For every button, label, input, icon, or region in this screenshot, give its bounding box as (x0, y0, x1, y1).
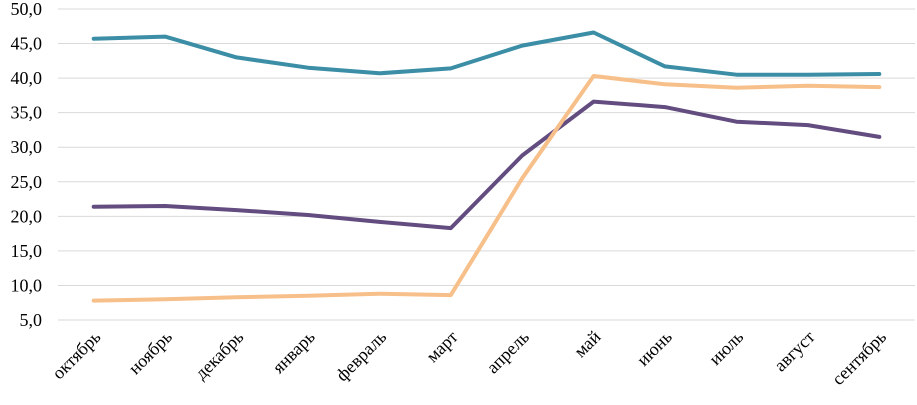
y-tick-label: 15,0 (11, 241, 43, 261)
y-tick-label: 35,0 (11, 103, 43, 123)
gridlines (58, 8, 915, 321)
x-tick-label: февраль (332, 327, 390, 385)
x-axis-tick-labels: октябрь ноябрь декабрь январь февраль март апр… (48, 326, 890, 389)
x-tick-label: июль (705, 327, 747, 369)
y-axis-tick-labels: 5,0 10,0 15,0 20,0 25,0 30,0 35,0 40,0 45,0 50,0 (11, 0, 43, 330)
series-lines (91, 30, 882, 303)
y-tick-label: 45,0 (11, 34, 43, 54)
x-tick-label: май (570, 326, 605, 361)
x-tick-label: январь (268, 327, 318, 377)
x-tick-label: август (770, 327, 819, 376)
y-tick-label: 50,0 (11, 0, 43, 19)
x-tick-label: сентябрь (828, 327, 890, 389)
y-tick-label: 40,0 (11, 68, 43, 88)
y-tick-label: 20,0 (11, 206, 43, 226)
x-tick-label: июнь (633, 327, 676, 370)
x-tick-label: декабрь (191, 327, 248, 384)
x-tick-label: март (422, 327, 462, 367)
x-tick-label: октябрь (48, 327, 104, 383)
x-tick-label: ноябрь (124, 327, 176, 379)
y-tick-label: 5,0 (20, 310, 43, 330)
x-tick-label: апрель (482, 327, 533, 378)
y-tick-label: 10,0 (11, 275, 43, 295)
series-line-3 (91, 74, 882, 303)
y-tick-label: 30,0 (11, 137, 43, 157)
series-line-2 (91, 99, 882, 231)
y-tick-label: 25,0 (11, 172, 43, 192)
series-line-1 (91, 30, 882, 77)
